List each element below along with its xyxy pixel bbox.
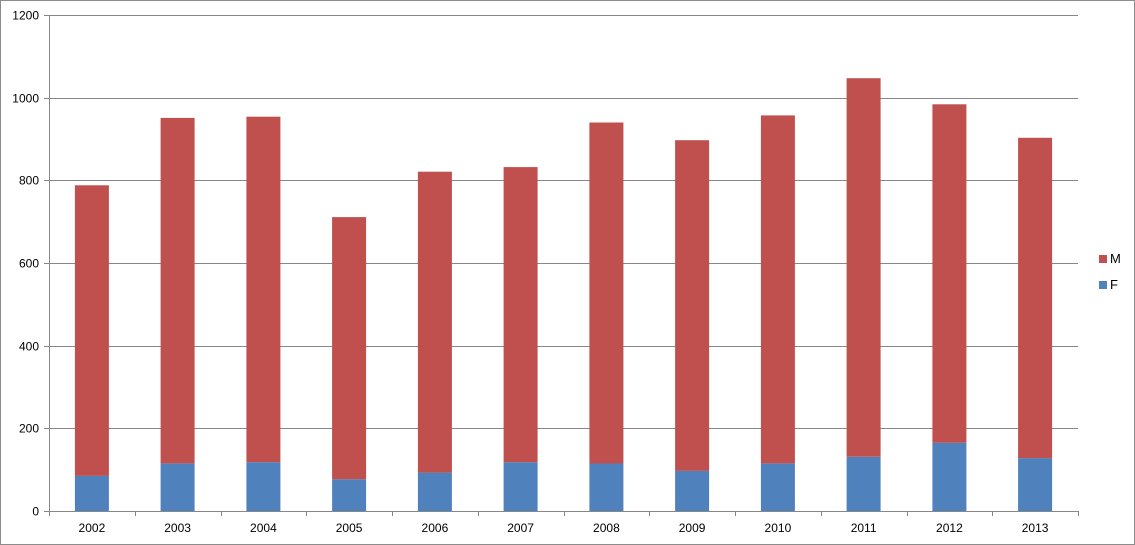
legend-swatch-M <box>1099 255 1107 263</box>
bar-F-2013 <box>1018 458 1053 511</box>
bar-M-2012 <box>932 104 967 443</box>
gridlines <box>49 15 1078 429</box>
x-tick-label-2012: 2012 <box>936 521 963 535</box>
bar-M-2010 <box>760 115 795 464</box>
legend: MF <box>1099 251 1121 292</box>
y-tick-label-1000: 1000 <box>12 92 39 106</box>
bar-M-2002 <box>74 185 109 476</box>
bar-M-2007 <box>503 167 538 463</box>
bar-F-2002 <box>74 475 109 511</box>
bars <box>74 78 1053 511</box>
x-tick-label-2011: 2011 <box>851 521 877 535</box>
bar-F-2012 <box>932 442 967 511</box>
x-tick-label-2013: 2013 <box>1022 521 1049 535</box>
x-tick-label-2003: 2003 <box>164 521 191 535</box>
x-tick-label-2007: 2007 <box>507 521 534 535</box>
bar-M-2008 <box>589 122 624 464</box>
bar-F-2006 <box>417 472 452 511</box>
bar-M-2006 <box>417 171 452 473</box>
bar-M-2009 <box>675 140 710 471</box>
bar-F-2010 <box>760 463 795 511</box>
x-tick-label-2010: 2010 <box>765 521 792 535</box>
legend-label-F: F <box>1110 277 1118 292</box>
bar-F-2011 <box>846 456 881 511</box>
bar-F-2009 <box>675 470 710 511</box>
x-tick-label-2002: 2002 <box>79 521 106 535</box>
x-tick-label-2008: 2008 <box>593 521 620 535</box>
bar-M-2011 <box>846 78 881 457</box>
bar-F-2007 <box>503 462 538 511</box>
y-tick-label-800: 800 <box>19 174 39 188</box>
legend-swatch-F <box>1099 281 1107 289</box>
bar-M-2004 <box>246 116 281 463</box>
x-tick-label-2004: 2004 <box>250 521 277 535</box>
x-tick-label-2009: 2009 <box>679 521 706 535</box>
x-tick-label-2006: 2006 <box>422 521 449 535</box>
bar-M-2005 <box>332 217 367 480</box>
x-tick-label-2005: 2005 <box>336 521 363 535</box>
bar-F-2003 <box>160 463 195 511</box>
bar-M-2013 <box>1018 137 1053 459</box>
legend-label-M: M <box>1110 251 1121 266</box>
y-tick-label-0: 0 <box>32 505 39 519</box>
bar-F-2005 <box>332 479 367 511</box>
bar-F-2008 <box>589 463 624 511</box>
bar-M-2003 <box>160 117 195 464</box>
axes: 0 200 400 600 800 1000 1200 2002 2003 2004 2005 200… <box>12 9 1079 535</box>
y-tick-label-1200: 1200 <box>12 9 39 23</box>
y-tick-label-600: 600 <box>19 257 39 271</box>
y-tick-label-200: 200 <box>19 422 39 436</box>
bar-F-2004 <box>246 462 281 511</box>
y-tick-label-400: 400 <box>19 340 39 354</box>
